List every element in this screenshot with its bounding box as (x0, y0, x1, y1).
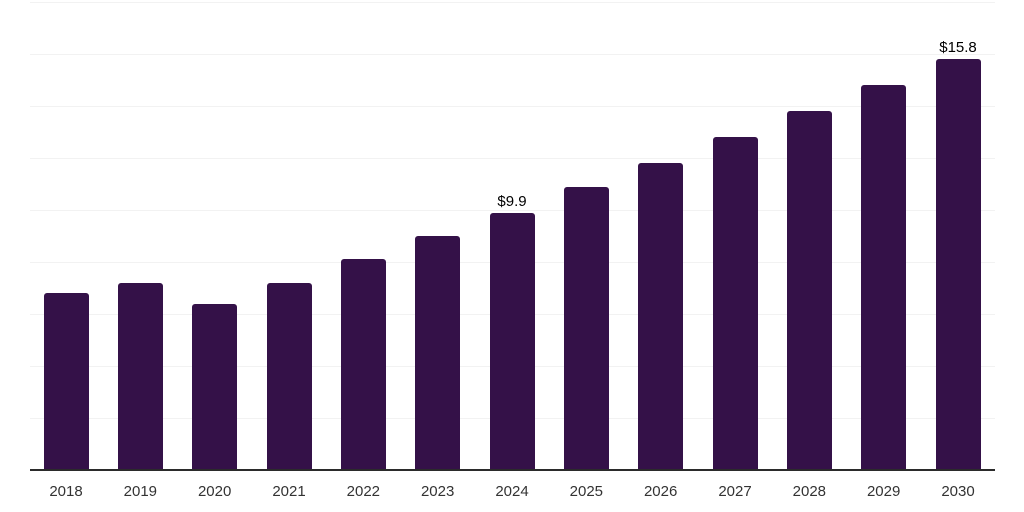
bar-2030 (935, 59, 981, 470)
x-tick-label: 2018 (49, 483, 83, 500)
gridline (30, 54, 995, 55)
gridline (30, 210, 995, 211)
x-tick-label: 2019 (123, 483, 158, 500)
x-axis-line (30, 469, 995, 471)
bar-2021 (266, 282, 312, 470)
bar-2024 (489, 212, 535, 470)
value-label-2024: $9.9 (497, 192, 527, 210)
bar-2028 (786, 111, 832, 470)
bar-2026 (638, 163, 684, 470)
x-tick-label: 2022 (346, 483, 381, 500)
x-tick-label: 2028 (792, 483, 827, 500)
gridline (30, 2, 995, 3)
x-tick-label: 2023 (420, 483, 455, 500)
x-tick-label: 2030 (941, 483, 975, 500)
bar-2025 (563, 186, 609, 470)
bar-2018 (43, 293, 89, 470)
x-tick-label: 2020 (197, 483, 232, 500)
x-tick-label: 2025 (569, 483, 604, 500)
gridline (30, 106, 995, 107)
gridline (30, 158, 995, 159)
bar-2029 (861, 85, 907, 470)
x-tick-label: 2021 (272, 483, 306, 500)
x-tick-label: 2027 (718, 483, 752, 500)
x-tick-label: 2029 (866, 483, 901, 500)
value-label-2030: $15.8 (939, 39, 977, 57)
bar-2023 (415, 236, 461, 470)
bar-2019 (117, 282, 163, 470)
x-tick-label: 2026 (643, 483, 678, 500)
bar-2027 (712, 137, 758, 470)
x-tick-label: 2024 (495, 483, 529, 500)
bar-2020 (192, 303, 238, 470)
bar-2022 (340, 259, 386, 470)
